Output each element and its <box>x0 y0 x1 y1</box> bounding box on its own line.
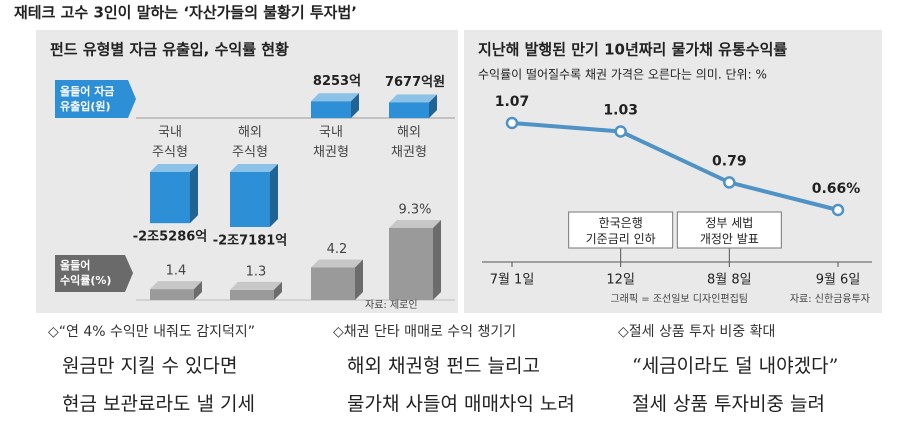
credit: 자료: 신한금융투자 <box>790 293 870 305</box>
value-label: 0.66% <box>812 181 861 197</box>
section-line: 원금만 지킬 수 있다면 <box>62 355 237 377</box>
chart-title: 지난해 발행된 만기 10년짜리 물가채 유통수익률 <box>478 41 787 59</box>
bar-side <box>351 93 359 118</box>
point <box>614 125 627 138</box>
bar <box>230 289 274 300</box>
value-label: 1.4 <box>166 264 187 279</box>
section-line: 물가채 사들여 매매차익 노려 <box>347 393 575 415</box>
bar-side <box>274 281 282 300</box>
category-label: 국내 채권형 <box>313 125 349 160</box>
headline: 재테크 고수 3인이 말하는 ‘자산가들의 불황기 투자법’ <box>14 4 357 22</box>
value-label: -2조5286억 <box>133 230 208 245</box>
section-heading: ◇절세 상품 투자 비중 확대 <box>618 324 775 340</box>
annotation: 정부 세법 개정안 발표 <box>700 216 759 246</box>
value-label: 0.79 <box>712 153 747 169</box>
bar <box>230 172 270 227</box>
bar <box>150 289 194 300</box>
section-heading: ◇“연 4% 수익만 내줘도 감지덕지” <box>48 324 255 340</box>
section-heading: ◇채권 단타 매매로 수익 챙기기 <box>333 324 516 340</box>
category-label: 해외 주식형 <box>232 125 268 160</box>
bar-side <box>433 220 441 300</box>
section-line: 절세 상품 투자비중 늘려 <box>632 393 825 415</box>
bar-side <box>429 94 437 118</box>
legend-label: 올들어 자금 유출입(원) <box>60 84 114 113</box>
bar-top <box>311 93 359 102</box>
point <box>723 176 736 189</box>
section-line: 해외 채권형 펀드 늘리고 <box>347 355 540 377</box>
bar <box>389 102 429 118</box>
bar-top <box>230 164 278 172</box>
bar <box>389 228 433 300</box>
point <box>505 116 519 130</box>
series-tag <box>55 255 133 292</box>
section-line: “세금이라도 덜 내야겠다” <box>632 355 838 377</box>
value-label: 8253억 <box>313 74 361 89</box>
source: 자료: 제로인 <box>365 299 418 311</box>
bar-side <box>194 281 202 300</box>
bar <box>150 172 190 224</box>
bar-top <box>150 281 202 290</box>
category-label: 국내 주식형 <box>152 125 188 160</box>
bar-top <box>389 220 441 228</box>
line <box>511 121 839 212</box>
chart-title: 펀드 유형별 자금 유출입, 수익률 현황 <box>50 41 289 59</box>
annotation-box <box>568 211 674 249</box>
right-panel <box>464 30 882 313</box>
x-tick-label: 8월 8일 <box>707 273 752 288</box>
chart-subtitle: 수익률이 떨어질수록 채권 가격은 오른다는 의미. 단위: % <box>478 68 767 82</box>
value-label: 9.3% <box>398 203 431 218</box>
legend-label: 올들어 수익률(%) <box>60 258 111 287</box>
value-label: -2조7181억 <box>213 234 288 249</box>
x-tick-label: 7월 1일 <box>490 273 535 288</box>
bar-side <box>190 164 198 224</box>
x-tick-label: 12일 <box>606 273 635 288</box>
bar-side <box>355 259 363 300</box>
value-label: 7677억원 <box>385 75 445 90</box>
value-label: 1.07 <box>495 94 530 110</box>
bar-top <box>230 281 282 290</box>
category-label: 해외 채권형 <box>391 125 427 160</box>
section-line: 현금 보관료라도 낼 기세 <box>62 393 255 415</box>
bar-top <box>389 94 437 103</box>
value-label: 1.03 <box>603 102 638 118</box>
series-tag <box>55 80 136 118</box>
point <box>831 203 845 217</box>
bar <box>311 101 351 118</box>
annotation-box <box>676 211 782 249</box>
bar <box>311 267 355 300</box>
bar-top <box>311 259 363 268</box>
annotation: 한국은행 기준금리 인하 <box>586 215 656 246</box>
bar-side <box>270 164 278 227</box>
value-label: 1.3 <box>246 264 267 279</box>
value-label: 4.2 <box>327 242 348 257</box>
credit: 그래픽 = 조선일보 디자인편집팀 <box>610 293 748 305</box>
bar-top <box>150 164 198 172</box>
x-tick-label: 9월 6일 <box>816 273 861 288</box>
